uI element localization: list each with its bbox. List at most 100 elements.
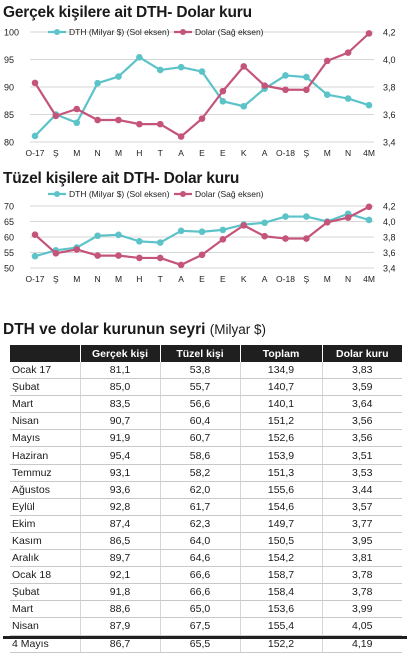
row-value: 64,6: [160, 549, 241, 568]
row-value: 92,8: [80, 498, 161, 516]
dth-dolar-table: Gerçek kişi Tüzel kişi Toplam Dolar kuru…: [10, 345, 402, 653]
row-value: 158,4: [240, 583, 323, 602]
x-tick-label: Ş: [304, 274, 310, 284]
row-value: 64,0: [160, 532, 241, 551]
chart-1-title: Gerçek kişilere ait DTH- Dolar kuru: [3, 4, 252, 21]
row-value: 158,7: [240, 566, 323, 585]
y-right-tick-label: 4,2: [383, 202, 396, 212]
header-dolar-kuru: Dolar kuru: [322, 345, 402, 362]
x-tick-label: A: [262, 148, 268, 158]
header-tuzel-kisi: Tüzel kişi: [160, 345, 241, 362]
y-left-tick-label: 85: [4, 110, 14, 120]
table-row: Ocak 17 81,1 53,8 134,9 3,83: [10, 362, 402, 380]
x-tick-label: Ş: [53, 274, 59, 284]
data-point-dth: [94, 79, 101, 87]
table-row: Şubat 91,8 66,6 158,4 3,78: [10, 583, 402, 602]
row-value: 88,6: [80, 600, 161, 619]
data-point-dth: [323, 91, 331, 98]
data-point-dolar: [94, 252, 101, 259]
row-month: Ekim: [10, 515, 81, 533]
x-tick-label: M: [324, 274, 331, 284]
data-point-dolar: [219, 236, 227, 243]
table-title-unit: (Milyar $): [209, 322, 266, 337]
legend-swatch-dot: [180, 191, 186, 197]
row-value: 153,6: [240, 600, 323, 619]
data-point-dth: [156, 66, 164, 74]
data-point-dolar: [198, 115, 206, 122]
data-point-dolar: [31, 79, 39, 87]
row-value: 3,81: [322, 549, 402, 568]
row-value: 150,5: [240, 532, 323, 551]
data-point-dolar: [240, 63, 248, 70]
x-tick-label: T: [158, 274, 163, 284]
table-title: DTH ve dolar kurunun seyri (Milyar $): [3, 321, 266, 339]
row-value: 155,6: [240, 481, 323, 499]
row-value: 53,8: [160, 362, 241, 380]
x-tick-label: H: [136, 274, 142, 284]
x-tick-label: O-17: [26, 148, 45, 158]
data-point-dth: [73, 119, 81, 127]
row-month: Ocak 18: [10, 566, 81, 585]
row-month: Şubat: [10, 378, 81, 397]
row-value: 3,59: [322, 378, 402, 397]
y-left-tick-label: 95: [4, 55, 14, 65]
x-tick-label: O-18: [276, 148, 295, 158]
x-tick-label: A: [178, 148, 184, 158]
table-row: Ocak 18 92,1 66,6 158,7 3,78: [10, 566, 402, 585]
data-point-dth: [115, 73, 122, 80]
data-point-dth: [156, 239, 164, 246]
data-point-dolar: [323, 57, 331, 65]
row-value: 67,5: [160, 617, 241, 636]
row-value: 87,4: [80, 515, 161, 533]
bottom-rule: [3, 636, 407, 639]
row-value: 66,6: [160, 566, 241, 585]
x-tick-label: Ş: [304, 148, 310, 158]
data-point-dolar: [177, 261, 185, 269]
x-tick-label: M: [73, 148, 80, 158]
x-tick-label: M: [73, 274, 80, 284]
data-point-dth: [365, 101, 373, 109]
row-value: 90,7: [80, 412, 161, 431]
row-value: 95,4: [80, 446, 161, 465]
row-value: 83,5: [80, 395, 161, 414]
data-point-dth: [219, 226, 227, 234]
y-right-tick-label: 4,2: [383, 28, 396, 38]
row-value: 3,44: [322, 481, 402, 499]
data-point-dth: [94, 232, 101, 240]
row-value: 3,53: [322, 464, 402, 482]
y-right-tick-label: 3,8: [383, 83, 396, 93]
x-tick-label: E: [199, 148, 205, 158]
x-tick-label: M: [324, 148, 331, 158]
y-left-tick-label: 100: [4, 28, 19, 38]
row-value: 93,1: [80, 464, 161, 482]
data-point-dth: [240, 102, 248, 110]
y-left-tick-label: 55: [4, 248, 14, 258]
header-toplam: Toplam: [240, 345, 323, 362]
data-point-dolar: [115, 116, 122, 124]
data-point-dolar: [240, 222, 248, 229]
data-point-dth: [282, 213, 289, 220]
row-value: 153,9: [240, 446, 323, 465]
data-point-dolar: [156, 120, 164, 128]
row-month: Nisan: [10, 617, 81, 636]
row-value: 3,57: [322, 498, 402, 516]
data-point-dolar: [115, 252, 122, 259]
x-tick-label: K: [241, 274, 247, 284]
data-point-dolar: [52, 112, 60, 120]
table-row: Eylül 92,8 61,7 154,6 3,57: [10, 498, 402, 516]
row-value: 134,9: [240, 362, 323, 380]
row-month: Kasım: [10, 532, 81, 551]
table-row: Mart 88,6 65,0 153,6 3,99: [10, 600, 402, 619]
table-row: Mayıs 91,9 60,7 152,6 3,56: [10, 429, 402, 448]
data-point-dth: [198, 228, 206, 236]
data-point-dolar: [156, 254, 164, 262]
y-left-tick-label: 70: [4, 202, 14, 212]
row-value: 56,6: [160, 395, 241, 414]
y-right-tick-label: 3,6: [383, 248, 396, 258]
row-value: 3,95: [322, 532, 402, 551]
data-point-dolar: [261, 82, 268, 89]
data-point-dolar: [52, 249, 60, 257]
data-point-dth: [219, 98, 227, 105]
row-value: 155,4: [240, 617, 323, 636]
y-right-tick-label: 4,0: [383, 217, 396, 227]
